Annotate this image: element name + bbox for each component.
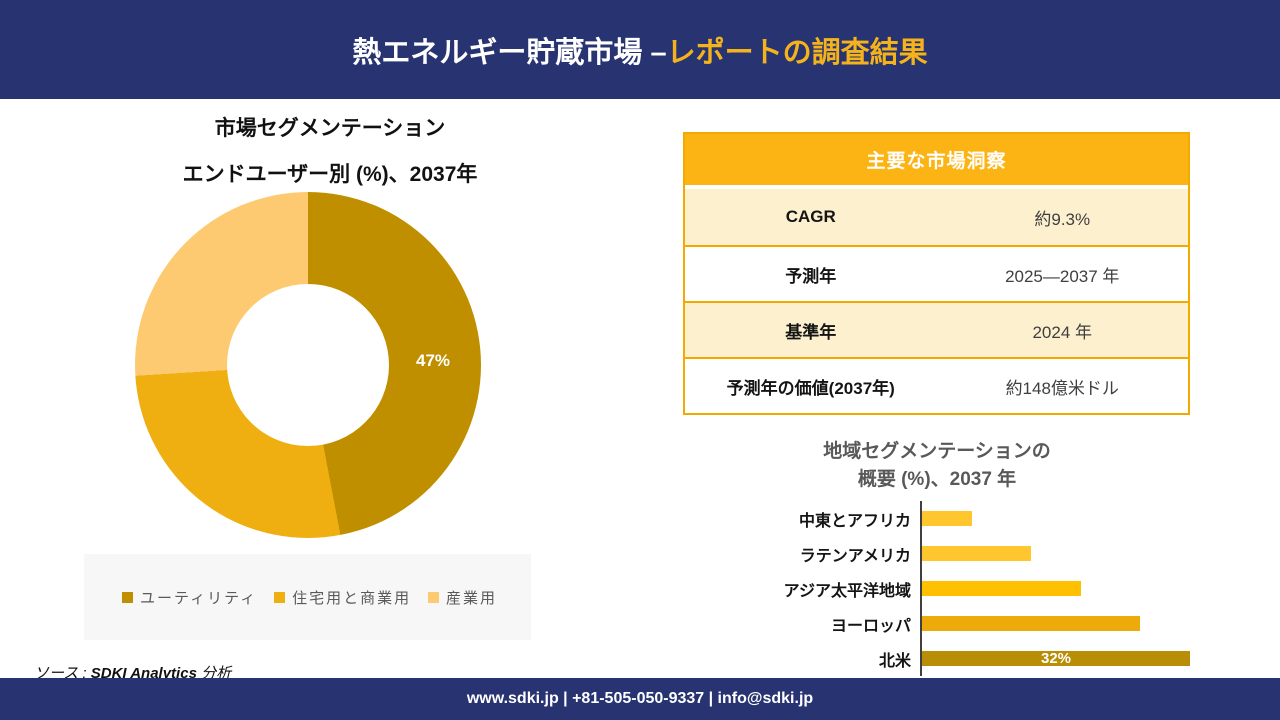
bar-mea (922, 511, 972, 526)
donut-title-line2: エンドユーザー別 (%)、2037年 (182, 163, 478, 186)
page-title-accent: レポートの調査結果 (666, 36, 928, 69)
axis-line (920, 501, 972, 536)
axis-line (920, 571, 1081, 606)
donut-title-line1: 市場セグメンテーション (214, 117, 446, 140)
table-row: 基準年 2024 年 (685, 301, 1188, 357)
insights-table: 主要な市場洞察 CAGR 約9.3% 予測年 2025—2037 年 基準年 2… (683, 132, 1190, 415)
legend-item-industrial: 産業用 (427, 587, 497, 608)
row-label-base-year: 基準年 (785, 322, 837, 342)
bar-row-mea: 中東とアフリカ (690, 501, 1210, 536)
bar-latam (922, 546, 1031, 561)
bar-row-north-america: 北米 32% (690, 641, 1210, 676)
bar-row-europe: ヨーロッパ (690, 606, 1210, 641)
legend-label-utility: ユーティリティ (140, 589, 258, 607)
bar-label-apac: アジア太平洋地域 (783, 582, 911, 600)
bar-label-mea: 中東とアフリカ (798, 512, 911, 530)
insights-table-header: 主要な市場洞察 (685, 134, 1188, 189)
bar-title-line2: 概要 (%)、2037 年 (857, 469, 1017, 490)
header-bar: 熱エネルギー貯蔵市場 – レポートの調査結果 (0, 0, 1280, 99)
table-row: 予測年の価値(2037年) 約148億米ドル (685, 357, 1188, 413)
axis-line: 32% (920, 641, 1190, 676)
bar-europe (922, 616, 1140, 631)
bar-label-north-america: 北米 (878, 652, 911, 670)
row-label-forecast-value: 予測年の価値(2037年) (726, 378, 895, 398)
row-value-base-year: 2024 年 (1032, 322, 1093, 342)
donut-hole (227, 284, 389, 446)
axis-line (920, 536, 1031, 571)
source-note: ソース : SDKI Analytics 分析 (34, 662, 231, 683)
bar-north-america: 32% (922, 649, 1190, 667)
bar-row-apac: アジア太平洋地域 (690, 571, 1210, 606)
row-value-forecast-value: 約148億米ドル (1005, 378, 1119, 398)
row-label-cagr: CAGR (785, 207, 836, 226)
legend-swatch-industrial (427, 591, 439, 603)
legend-label-industrial: 産業用 (445, 589, 497, 607)
table-row: 予測年 2025—2037 年 (685, 245, 1188, 301)
page-title: 熱エネルギー貯蔵市場 – (352, 36, 667, 69)
row-label-forecast-years: 予測年 (785, 266, 837, 286)
bar-row-latam: ラテンアメリカ (690, 536, 1210, 571)
source-suffix: 分析 (201, 665, 232, 682)
row-value-cagr: 約9.3% (1034, 209, 1091, 229)
bar-label-europe: ヨーロッパ (830, 617, 911, 635)
legend-swatch-residential-commercial (274, 591, 286, 603)
donut-chart-title: 市場セグメンテーション エンドユーザー別 (%)、2037年 (80, 112, 580, 188)
footer-contact-text: www.sdki.jp | +81-505-050-9337 | info@sd… (466, 690, 814, 707)
table-row: CAGR 約9.3% (685, 189, 1188, 245)
source-prefix: ソース : (34, 665, 87, 682)
footer-bar: www.sdki.jp | +81-505-050-9337 | info@sd… (0, 678, 1280, 720)
bar-apac (922, 581, 1081, 596)
row-value-forecast-years: 2025—2037 年 (1005, 266, 1120, 286)
legend-label-residential-commercial: 住宅用と商業用 (292, 589, 412, 607)
legend-item-utility: ユーティリティ (122, 587, 257, 608)
source-name: SDKI Analytics (90, 665, 197, 682)
bar-data-label: 32% (1040, 649, 1072, 667)
bar-chart-title: 地域セグメンテーションの 概要 (%)、2037 年 (677, 438, 1197, 494)
legend-item-residential-commercial: 住宅用と商業用 (274, 587, 411, 608)
bar-title-line1: 地域セグメンテーションの (823, 441, 1051, 462)
donut-chart-area: 47% (135, 192, 481, 538)
donut-chart: 47% (135, 192, 481, 538)
legend-swatch-utility (122, 591, 133, 603)
donut-legend: ユーティリティ 住宅用と商業用 産業用 (84, 554, 531, 640)
donut-data-label: 47% (415, 351, 451, 370)
regional-bar-chart: 中東とアフリカ ラテンアメリカ アジア太平洋地域 ヨーロッパ 北米 32% (690, 501, 1210, 676)
bar-label-latam: ラテンアメリカ (799, 547, 911, 565)
axis-line (920, 606, 1140, 641)
